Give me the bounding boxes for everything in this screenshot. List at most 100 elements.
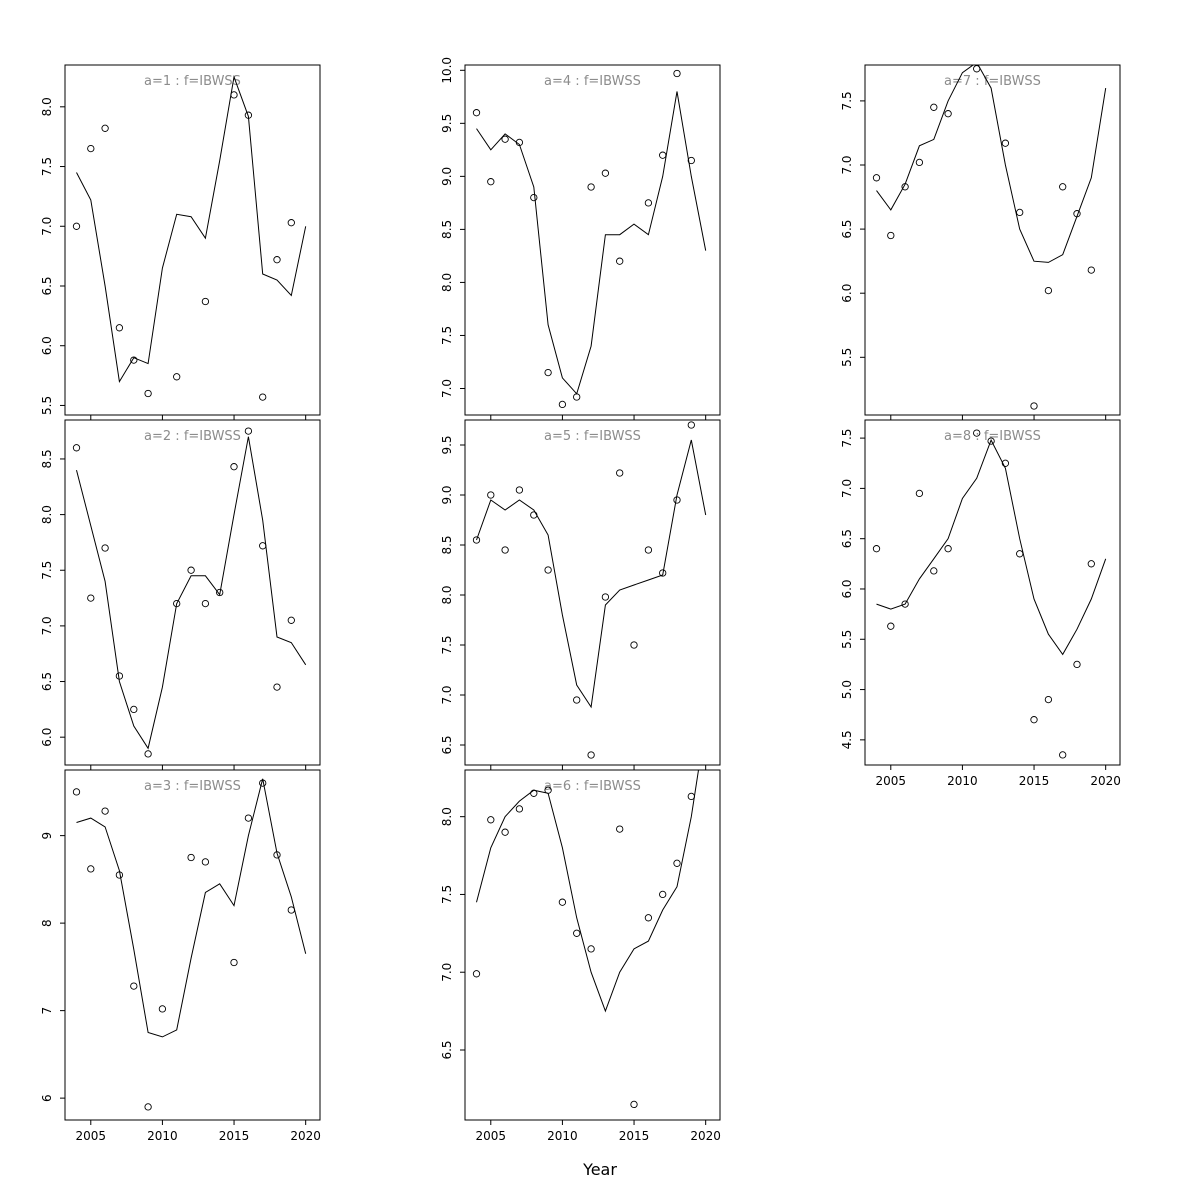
y-tick-label: 8.0 — [40, 97, 54, 116]
data-point — [872, 174, 881, 182]
y-tick-label: 7.0 — [440, 685, 454, 704]
y-tick-label: 9.0 — [440, 167, 454, 186]
y-tick-label: 6.5 — [440, 735, 454, 754]
data-point — [87, 594, 95, 602]
data-point — [530, 193, 538, 202]
data-point — [673, 859, 681, 867]
data-point — [1044, 695, 1053, 704]
data-point — [630, 1100, 638, 1109]
data-point — [501, 828, 509, 836]
data-point — [659, 569, 667, 577]
data-point — [515, 138, 524, 147]
y-tick-label: 7.0 — [40, 616, 54, 635]
x-tick-label: 2010 — [147, 1129, 178, 1143]
panel-title: a=8 : f=IBWSS — [944, 429, 1041, 444]
data-point — [616, 825, 624, 833]
data-point — [501, 135, 509, 143]
data-point — [573, 929, 581, 937]
panel-a3: a=3 : f=IBWSS 6 7 8 9 2005 2010 2015 2020 — [40, 769, 321, 1143]
y-tick-label: 7.0 — [40, 217, 54, 236]
data-point — [573, 696, 581, 704]
data-point — [630, 641, 638, 649]
data-point — [901, 183, 909, 191]
y-tick-label: 9.5 — [440, 114, 454, 133]
data-point — [515, 486, 524, 494]
data-point — [144, 750, 152, 758]
x-tick-label: 2010 — [947, 774, 978, 788]
plot-box — [64, 64, 321, 416]
data-point — [158, 1005, 167, 1013]
data-point — [887, 622, 895, 630]
data-point — [644, 546, 653, 554]
data-point — [687, 792, 695, 801]
data-point — [187, 566, 195, 574]
data-point — [530, 789, 538, 797]
data-point — [930, 103, 938, 111]
data-point — [244, 427, 253, 435]
data-point — [201, 858, 210, 866]
data-point — [273, 683, 281, 691]
data-point — [944, 545, 952, 553]
data-point — [273, 256, 281, 264]
data-point — [1001, 459, 1010, 467]
fit-line — [476, 439, 707, 709]
data-point — [115, 324, 124, 332]
panel-a7: a=7 : f=IBWSS 5.5 6.0 6.5 7.0 7.5 — [840, 64, 1121, 420]
data-point — [987, 437, 995, 445]
data-point — [1073, 660, 1081, 669]
panel-a6: a=6 : f=IBWSS 6.5 7.0 7.5 8.0 2005 2010 2015 202… — [440, 769, 721, 1143]
data-point — [244, 814, 253, 822]
panel-title: a=4 : f=IBWSS — [544, 74, 641, 89]
data-point — [216, 588, 224, 597]
y-tick-label: 9.5 — [440, 435, 454, 454]
x-tick-label: 2020 — [290, 1129, 321, 1143]
y-tick-label: 5.5 — [40, 396, 54, 415]
data-point — [587, 751, 595, 759]
y-tick-label: 6.0 — [40, 336, 54, 355]
data-point — [259, 393, 267, 401]
plot-box — [864, 419, 1121, 766]
x-tick-label: 2015 — [219, 1129, 250, 1143]
data-point — [130, 356, 138, 364]
y-tick-label: 6.0 — [840, 579, 854, 598]
fit-line — [76, 436, 307, 750]
panel-title: a=6 : f=IBWSS — [544, 779, 641, 794]
plot-box — [864, 64, 1121, 416]
y-tick-label: 7.5 — [440, 635, 454, 654]
y-tick-label: 4.5 — [840, 730, 854, 749]
y-tick-label: 7.0 — [840, 155, 854, 174]
data-point — [115, 871, 124, 879]
data-point — [616, 469, 624, 477]
x-tick-label: 2005 — [476, 1129, 507, 1143]
data-point — [230, 91, 238, 99]
data-point — [187, 853, 195, 862]
data-point — [644, 199, 653, 207]
y-tick-label: 7.5 — [40, 561, 54, 580]
data-point — [573, 393, 581, 401]
y-tick-label: 8.0 — [440, 585, 454, 604]
data-point — [287, 219, 295, 227]
y-tick-label: 8.5 — [440, 220, 454, 239]
data-point — [1059, 751, 1067, 759]
y-tick-label: 8.0 — [40, 505, 54, 524]
data-point — [872, 545, 881, 553]
data-point — [659, 151, 667, 159]
data-point — [673, 69, 681, 78]
y-tick-label: 5.0 — [840, 680, 854, 699]
data-point — [201, 297, 210, 306]
data-point — [1073, 210, 1081, 218]
data-point — [587, 945, 595, 953]
data-point — [544, 368, 552, 377]
data-point — [72, 444, 81, 452]
data-point — [501, 546, 509, 554]
y-tick-label: 6.5 — [440, 1040, 454, 1059]
x-tick-label: 2015 — [1019, 774, 1050, 788]
panel-title: a=3 : f=IBWSS — [144, 779, 241, 794]
panel-title: a=1 : f=IBWSS — [144, 74, 241, 89]
data-point — [101, 807, 109, 815]
data-point — [673, 496, 681, 504]
fit-line — [876, 65, 1107, 263]
data-point — [487, 491, 495, 499]
x-tick-label: 2005 — [76, 1129, 107, 1143]
